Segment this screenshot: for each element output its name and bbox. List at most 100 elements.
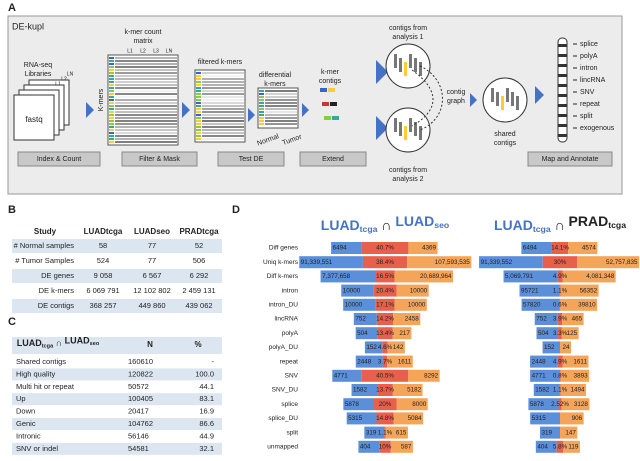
table-cell: Genic [16, 419, 36, 428]
contig [501, 96, 504, 110]
value-label: 1611 [573, 358, 587, 365]
matrix-row [202, 123, 244, 125]
matrix-tag [196, 123, 201, 125]
category-label: Diff genes [269, 245, 299, 252]
right-bar [392, 384, 423, 396]
value-label: 906 [572, 415, 583, 422]
table-cell: DE genes [41, 271, 74, 280]
matrix-tag [196, 93, 201, 95]
label: graph [447, 98, 465, 105]
value-label: 1582 [535, 387, 550, 394]
annotation: SNV [580, 89, 595, 96]
right-bar [562, 270, 616, 283]
arrow [248, 108, 255, 122]
value-label: 4.6% [378, 344, 393, 351]
title-part: seo [434, 220, 449, 230]
left-bar [355, 327, 378, 340]
value-label: 38.4% [376, 259, 394, 266]
matrix-row [115, 117, 177, 119]
table-header: % [194, 340, 201, 349]
table-cell: High quality [16, 369, 55, 378]
matrix-tag [109, 78, 114, 80]
value-label: 5084 [408, 415, 423, 422]
matrix-row [115, 114, 177, 116]
category-label: polyA_DU [269, 344, 299, 351]
overlap-bar [558, 327, 562, 340]
step-label: Extend [322, 156, 344, 163]
matrix-tag [259, 114, 264, 116]
matrix-row [202, 129, 244, 131]
label: L2 [140, 48, 146, 54]
step-label: Test DE [239, 156, 264, 163]
table-cell: 506 [193, 256, 206, 265]
matrix-tag [109, 129, 114, 131]
step-label: Index & Count [37, 156, 81, 163]
right-bar [560, 426, 578, 439]
annotation: split [580, 113, 593, 120]
left-bar [530, 369, 560, 382]
matrix-row [202, 87, 244, 89]
contig [491, 88, 494, 102]
matrix-tag [109, 84, 114, 86]
value-label: 504 [357, 330, 368, 337]
table-cell: 2 459 131 [182, 286, 215, 295]
left-bar [299, 256, 363, 269]
contig [506, 88, 509, 102]
table-cell: 44.1 [199, 382, 214, 391]
matrix-row [265, 108, 297, 110]
label: k-mer count [125, 29, 162, 36]
matrix-row [115, 120, 177, 122]
band [558, 74, 567, 77]
title: LUADtcga ∩ PRADtcga [494, 213, 626, 235]
category-label: SNV [285, 373, 299, 380]
matrix-row [115, 99, 177, 101]
matrix-row [202, 120, 244, 122]
table-row [12, 356, 222, 368]
title: LUADtcga ∩ LUADseo [321, 213, 449, 235]
contig [324, 116, 331, 120]
label: contigs [494, 140, 517, 147]
value-label: 107,593,535 [435, 259, 471, 266]
right-bar [390, 440, 413, 453]
matrix-row [202, 135, 244, 137]
table-cell: 54581 [128, 444, 149, 453]
value-label: 95721 [521, 287, 539, 294]
table-cell: 9 058 [94, 271, 113, 280]
table-row [12, 299, 222, 313]
label: matrix [133, 38, 153, 45]
matrix-tag [196, 105, 201, 107]
label: contigs from [389, 167, 427, 174]
value-label: 5315 [532, 415, 547, 422]
matrix-tag [109, 108, 114, 110]
matrix-row [202, 105, 244, 107]
title-part: LUAD [17, 338, 42, 348]
matrix-row [202, 84, 244, 86]
right-bar [561, 327, 579, 340]
value-label: 147 [565, 429, 576, 436]
value-label: 404 [360, 443, 371, 450]
matrix-row [115, 75, 177, 77]
value-label: 5315 [348, 415, 363, 422]
left-bar [341, 284, 374, 297]
table-header-bg [12, 337, 222, 354]
contig [320, 88, 327, 92]
value-label: 465 [572, 316, 583, 323]
matrix-tag [259, 120, 264, 122]
band [558, 114, 567, 117]
matrix-tag [109, 96, 114, 98]
value-label: 30% [554, 259, 567, 266]
value-label: 1.1% [553, 387, 568, 394]
panel-label: D [232, 204, 240, 216]
left-bar [332, 369, 362, 382]
table-cell: 77 [148, 241, 156, 250]
matrix-tag [196, 87, 201, 89]
overlap-bar [377, 384, 393, 396]
value-label: 56352 [580, 287, 598, 294]
arrow [376, 116, 388, 140]
value-label: 4771 [334, 372, 349, 379]
value-label: 3.9% [553, 316, 568, 323]
label: shared [494, 131, 516, 138]
matrix-tag [109, 93, 114, 95]
category-label: lincRNA [275, 316, 299, 323]
right-bar [392, 327, 412, 340]
